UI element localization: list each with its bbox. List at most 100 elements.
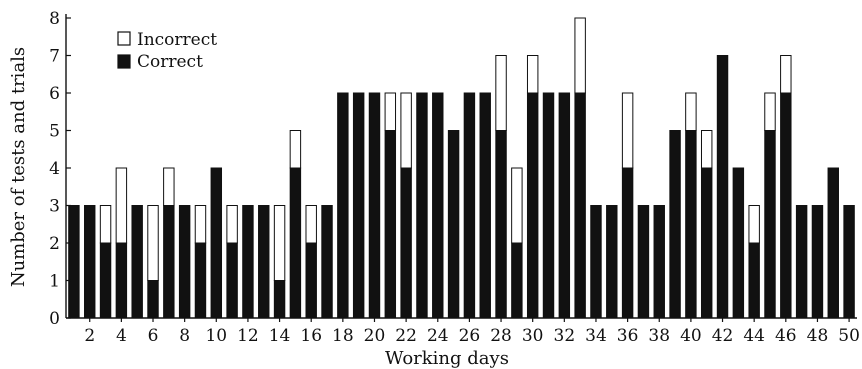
x-tick-label: 22 — [395, 326, 417, 346]
bar-correct-day-24 — [432, 92, 444, 319]
legend-swatch-incorrect — [117, 31, 131, 46]
x-tick-label: 38 — [648, 326, 670, 346]
x-tick-label: 20 — [364, 326, 386, 346]
y-tick-label: 2 — [49, 234, 60, 254]
bar-correct-day-1 — [68, 205, 80, 319]
bar-correct-day-50 — [843, 205, 855, 319]
y-tick-label: 4 — [49, 159, 60, 179]
x-tick-label: 44 — [743, 326, 765, 346]
bar-incorrect-day-33 — [574, 17, 586, 94]
x-tick-label: 4 — [116, 326, 127, 346]
x-tick-labels: 2 4 6 8 10 12 14 16 18 20 22 24 26 28 30 32 34 36 38 40 42 44… — [84, 326, 860, 346]
x-tick-label: 8 — [179, 326, 190, 346]
bar-correct-day-30 — [526, 92, 539, 319]
x-tick-label: 34 — [585, 326, 607, 346]
bar-correct-day-2 — [84, 205, 96, 319]
bar-correct-day-21 — [384, 130, 397, 319]
bar-correct-day-39 — [669, 130, 681, 319]
bar-correct-day-9 — [194, 242, 207, 319]
x-tick-label: 40 — [680, 326, 702, 346]
bar-correct-day-5 — [131, 205, 143, 319]
bar-incorrect-day-21 — [384, 92, 397, 131]
x-tick-label: 12 — [237, 326, 259, 346]
x-tick-label: 26 — [459, 326, 481, 346]
bar-correct-day-31 — [542, 92, 555, 319]
axes-layer — [65, 14, 857, 322]
bar-incorrect-day-30 — [526, 55, 539, 94]
bar-incorrect-day-11 — [226, 205, 238, 244]
bar-correct-day-36 — [621, 167, 634, 319]
bar-correct-day-46 — [780, 92, 792, 319]
bar-incorrect-day-29 — [511, 167, 523, 244]
bar-incorrect-day-9 — [194, 205, 207, 244]
bar-incorrect-day-45 — [764, 92, 776, 131]
x-tick-label: 24 — [427, 326, 449, 346]
y-tick-label: 8 — [49, 9, 60, 29]
y-tick-label: 7 — [49, 47, 60, 67]
bar-correct-day-4 — [115, 242, 128, 319]
bar-correct-day-29 — [511, 242, 523, 319]
bar-incorrect-day-4 — [115, 167, 128, 244]
x-tick-label: 2 — [84, 326, 95, 346]
y-tick-label: 0 — [49, 309, 60, 329]
y-axis-title: Number of tests and trials — [8, 47, 29, 287]
bar-correct-day-12 — [242, 205, 254, 319]
y-tick-label: 6 — [49, 84, 60, 104]
bar-correct-day-48 — [811, 205, 824, 319]
bar-correct-day-47 — [795, 205, 808, 319]
legend: Incorrect Correct — [117, 30, 217, 72]
bar-incorrect-day-41 — [700, 130, 713, 169]
bar-correct-day-33 — [574, 92, 586, 319]
bar-correct-day-26 — [463, 92, 476, 319]
bar-correct-day-43 — [732, 167, 745, 319]
bar-correct-day-18 — [337, 92, 349, 319]
x-tick-label: 36 — [617, 326, 639, 346]
bar-incorrect-day-36 — [621, 92, 634, 169]
x-tick-label: 42 — [712, 326, 734, 346]
x-tick-label: 30 — [522, 326, 544, 346]
bar-incorrect-day-16 — [305, 205, 317, 244]
x-tick-label: 18 — [332, 326, 354, 346]
x-tick-label: 6 — [148, 326, 159, 346]
bar-correct-day-49 — [827, 167, 839, 319]
bar-correct-day-10 — [210, 167, 223, 319]
bar-correct-day-32 — [558, 92, 571, 319]
bar-correct-day-23 — [416, 92, 428, 319]
bar-correct-day-20 — [368, 92, 381, 319]
bar-incorrect-day-46 — [780, 55, 792, 94]
bar-correct-day-41 — [700, 167, 713, 319]
x-tick-label: 10 — [205, 326, 227, 346]
bar-correct-day-16 — [305, 242, 317, 319]
x-tick-label: 28 — [490, 326, 512, 346]
bars-layer — [68, 17, 855, 319]
bar-incorrect-day-14 — [273, 205, 286, 281]
bar-incorrect-day-44 — [748, 205, 760, 244]
legend-label-incorrect: Incorrect — [137, 30, 217, 50]
bar-correct-day-28 — [495, 130, 507, 319]
bar-correct-day-17 — [321, 205, 333, 319]
bar-correct-day-34 — [590, 205, 602, 319]
bar-incorrect-day-28 — [495, 55, 507, 131]
bar-correct-day-6 — [147, 280, 159, 319]
x-tick-label: 48 — [807, 326, 829, 346]
bar-incorrect-day-22 — [400, 92, 412, 169]
bar-correct-day-35 — [606, 205, 618, 319]
bar-incorrect-day-15 — [289, 130, 302, 169]
bar-correct-day-25 — [447, 130, 460, 319]
y-tick-label: 3 — [49, 197, 60, 217]
bar-correct-day-3 — [99, 242, 112, 319]
x-tick-label: 16 — [300, 326, 322, 346]
bar-correct-day-22 — [400, 167, 412, 319]
bar-correct-day-14 — [273, 280, 286, 319]
bar-incorrect-day-3 — [99, 205, 112, 244]
y-tick-labels: 0 1 2 3 4 5 6 7 8 — [49, 9, 60, 329]
bar-correct-day-44 — [748, 242, 760, 319]
bar-correct-day-11 — [226, 242, 238, 319]
x-tick-label: 46 — [775, 326, 797, 346]
x-tick-label: 14 — [269, 326, 291, 346]
bar-incorrect-day-7 — [163, 167, 175, 206]
bar-correct-day-8 — [178, 205, 191, 319]
bar-correct-day-19 — [352, 92, 365, 319]
